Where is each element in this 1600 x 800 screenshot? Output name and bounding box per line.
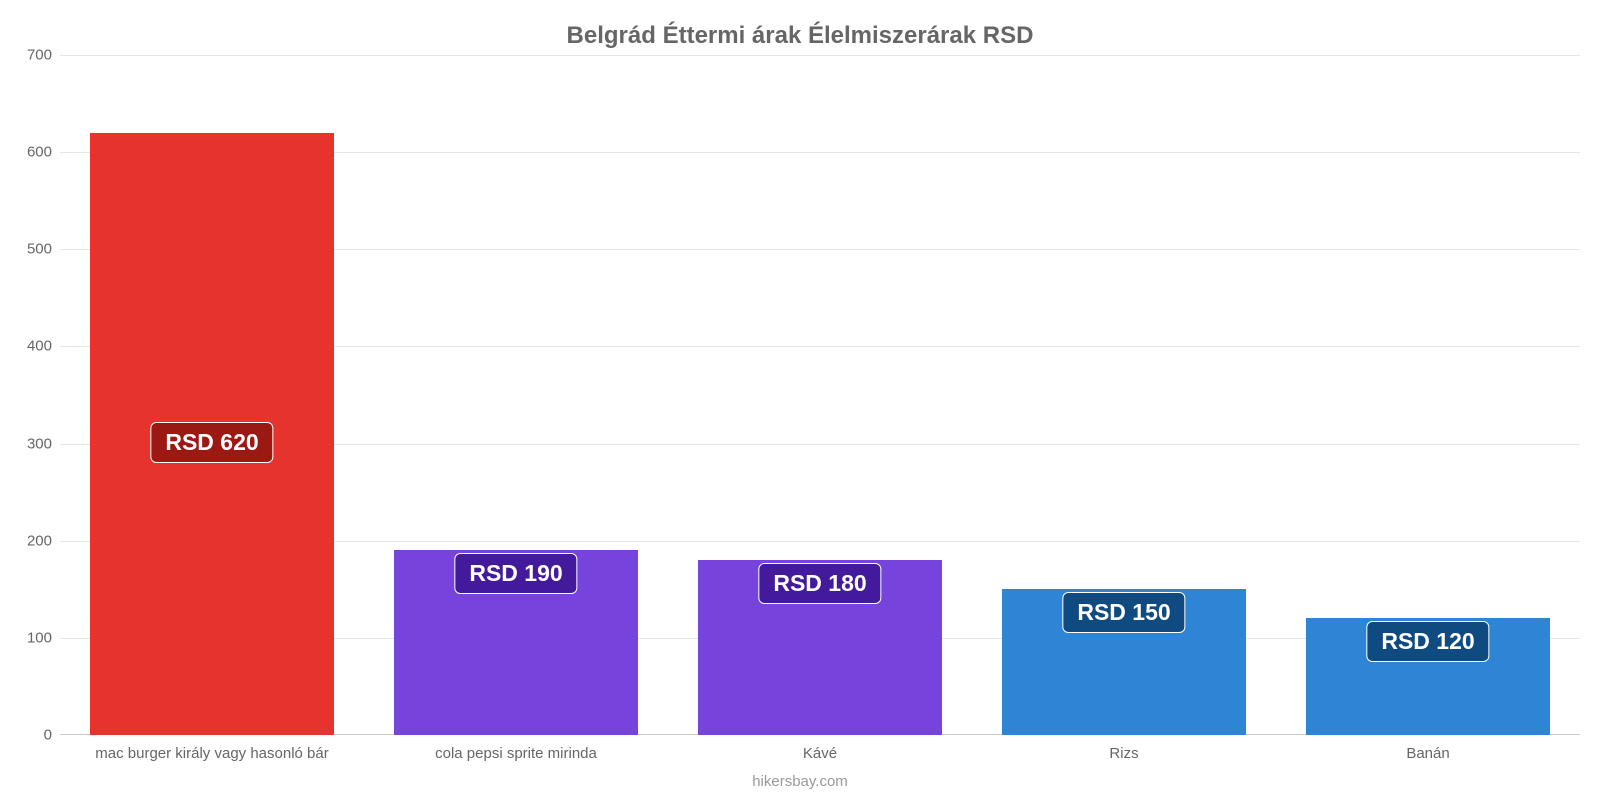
x-tick-label: Banán: [1406, 735, 1449, 762]
chart-caption: hikersbay.com: [0, 773, 1600, 790]
y-tick-label: 500: [27, 241, 60, 258]
y-tick-label: 100: [27, 629, 60, 646]
y-tick-label: 400: [27, 338, 60, 355]
y-tick-label: 600: [27, 144, 60, 161]
bar-value-badge: RSD 120: [1366, 621, 1489, 662]
x-tick-label: Kávé: [803, 735, 837, 762]
bar-value-badge: RSD 180: [758, 563, 881, 604]
bar-value-badge: RSD 150: [1062, 592, 1185, 633]
gridline: [60, 55, 1580, 56]
y-tick-label: 0: [44, 727, 60, 744]
y-tick-label: 700: [27, 47, 60, 64]
x-tick-label: mac burger király vagy hasonló bár: [95, 735, 328, 762]
x-tick-label: cola pepsi sprite mirinda: [435, 735, 597, 762]
chart-title: Belgrád Éttermi árak Élelmiszerárak RSD: [0, 0, 1600, 50]
bar-value-badge: RSD 190: [454, 553, 577, 594]
y-tick-label: 200: [27, 532, 60, 549]
x-tick-label: Rizs: [1109, 735, 1138, 762]
bar-value-badge: RSD 620: [150, 422, 273, 463]
chart-plot-area: 0100200300400500600700RSD 620mac burger …: [60, 55, 1580, 735]
y-tick-label: 300: [27, 435, 60, 452]
